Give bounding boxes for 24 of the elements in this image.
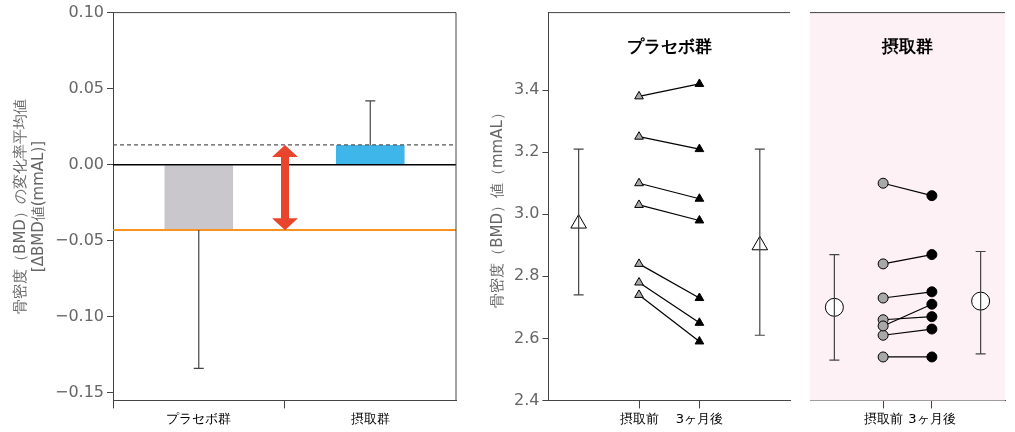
y-tick-label: 0.00 xyxy=(68,153,105,173)
y-axis-title: 骨密度（BMD）の変化率平均値 [ΔBMD値(mmAL)] xyxy=(10,99,47,314)
text: 摂取群 xyxy=(881,36,933,57)
point xyxy=(971,291,991,311)
x-tick-label: 3ヶ月後 xyxy=(908,410,956,426)
y-tick-label: 2.4 xyxy=(513,389,540,409)
y-tick-label: 2.6 xyxy=(513,327,540,347)
x-tick-label: 3ヶ月後 xyxy=(675,410,724,426)
y-axis-title: 骨密度（BMD）値（mmAL） xyxy=(487,105,506,308)
y-tick-label: 3.2 xyxy=(513,141,540,161)
y-tick-label: −0.10 xyxy=(55,305,105,325)
x-tick-label: 摂取前 xyxy=(863,410,903,426)
y-tick-label: −0.05 xyxy=(55,229,105,249)
y-tick-label: −0.15 xyxy=(55,381,105,401)
point xyxy=(824,297,844,317)
x-tick-label: プラセボ群 xyxy=(166,410,232,426)
y-tick-label: 3.4 xyxy=(513,79,540,99)
x-tick-label: 摂取群 xyxy=(350,410,390,426)
x-tick-label: 摂取前 xyxy=(619,410,659,426)
y-tick-label: 2.8 xyxy=(513,265,540,285)
text: プラセボ群 xyxy=(626,36,712,57)
y-tick-label: 0.05 xyxy=(68,77,105,97)
y-tick-label: 0.10 xyxy=(68,1,105,21)
y-tick-label: 3.0 xyxy=(513,203,540,223)
